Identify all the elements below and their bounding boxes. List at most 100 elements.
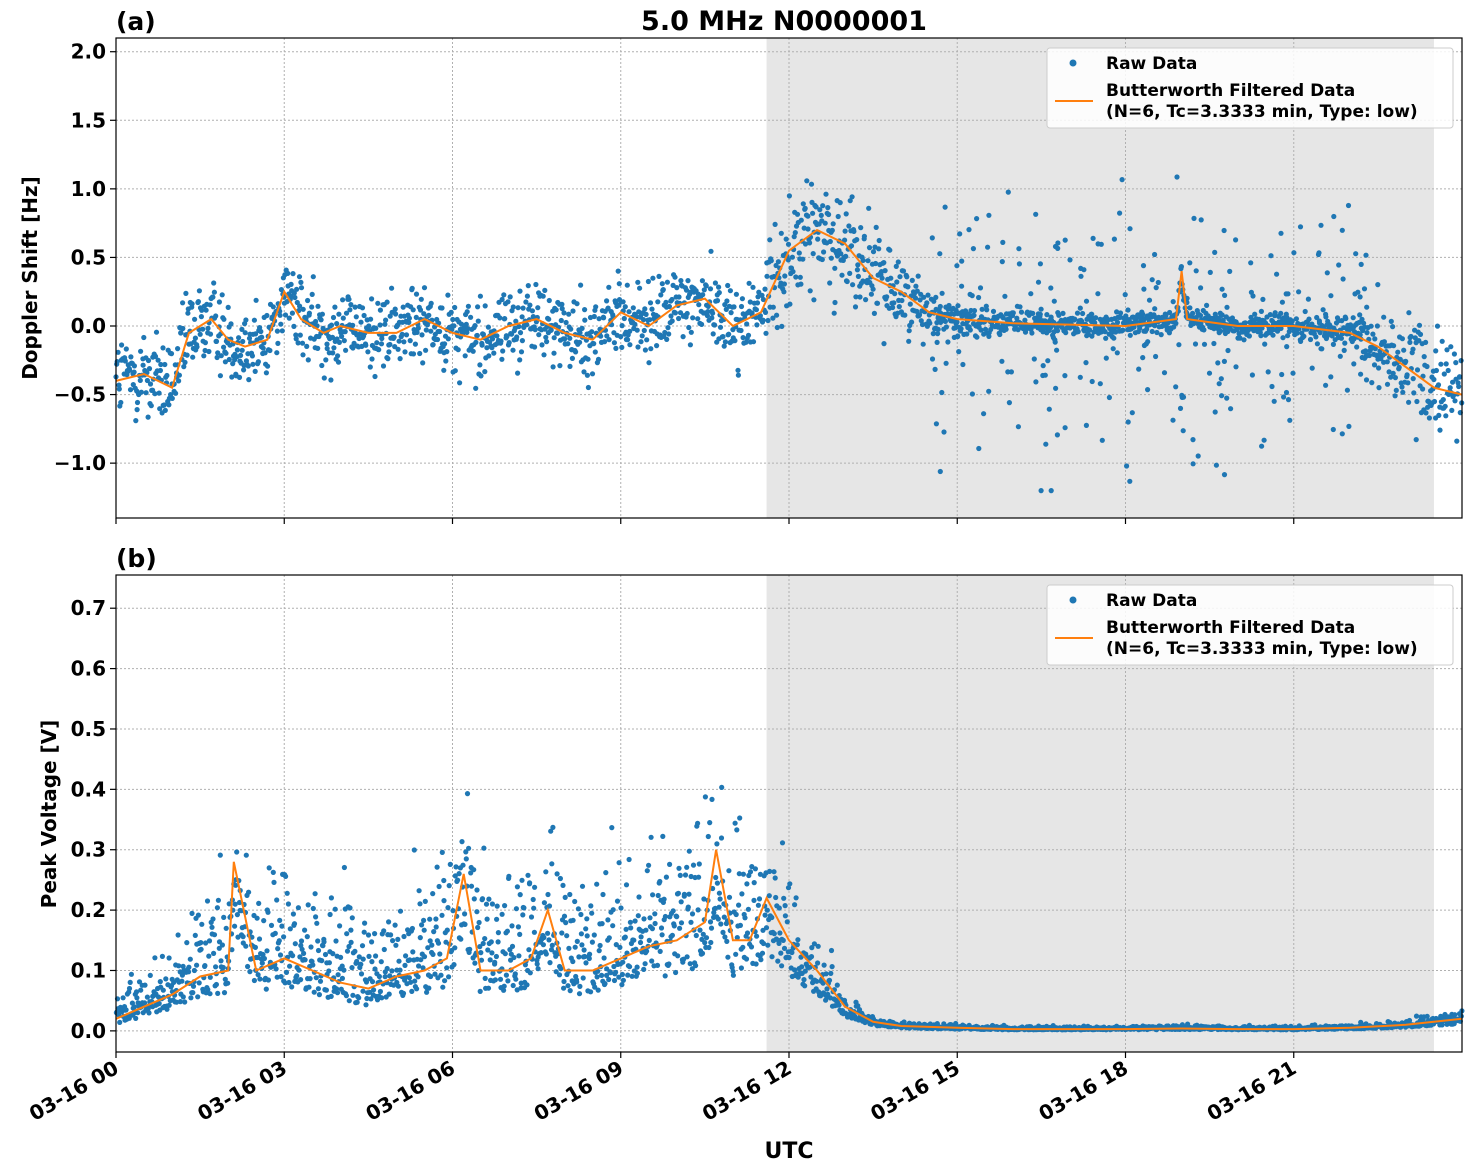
raw-data-point <box>1375 282 1381 288</box>
raw-data-point <box>853 294 859 300</box>
raw-data-point <box>430 951 436 958</box>
raw-data-point <box>257 325 263 331</box>
raw-data-point <box>785 885 792 891</box>
y-axis-label-b: Peak Voltage [V] <box>37 720 61 909</box>
panel-label-b: (b) <box>116 544 157 573</box>
raw-data-point <box>1259 443 1265 449</box>
raw-data-point <box>1328 293 1334 299</box>
raw-data-point <box>116 382 122 388</box>
raw-data-point <box>304 934 310 940</box>
raw-data-point <box>354 999 360 1005</box>
y-tick-label: 2.0 <box>71 40 106 64</box>
raw-data-point <box>584 933 590 939</box>
raw-data-point <box>689 966 695 972</box>
raw-data-point <box>626 856 632 863</box>
raw-data-point <box>1221 358 1227 364</box>
raw-data-point <box>283 969 290 976</box>
raw-data-point <box>321 375 327 381</box>
raw-data-point <box>619 323 625 329</box>
raw-data-point <box>648 346 654 352</box>
raw-data-point <box>349 915 355 921</box>
raw-data-point <box>808 181 815 187</box>
legend-b: Raw Data Butterworth Filtered Data (N=6,… <box>1046 584 1454 666</box>
raw-data-point <box>239 326 245 332</box>
raw-data-point <box>1369 344 1375 350</box>
raw-data-point <box>1153 285 1159 291</box>
raw-data-point <box>1033 379 1039 385</box>
raw-data-point <box>954 319 960 325</box>
raw-data-point <box>1438 361 1444 367</box>
raw-data-point <box>1314 341 1320 347</box>
raw-data-point <box>1062 425 1068 431</box>
raw-data-point <box>403 953 409 959</box>
raw-data-point <box>279 328 285 334</box>
raw-data-point <box>1037 261 1043 267</box>
raw-data-point <box>363 1002 369 1008</box>
raw-data-point <box>213 338 220 344</box>
raw-data-point <box>402 962 408 969</box>
raw-data-point <box>190 983 197 989</box>
raw-data-point <box>1213 462 1219 468</box>
raw-data-point <box>1055 240 1061 246</box>
raw-data-point <box>874 300 881 306</box>
raw-data-point <box>596 316 602 322</box>
raw-data-point <box>671 923 677 929</box>
raw-data-point <box>216 299 222 305</box>
raw-data-point <box>1215 360 1221 366</box>
raw-data-point <box>696 874 702 880</box>
raw-data-point <box>941 429 947 435</box>
raw-data-point <box>361 312 367 319</box>
raw-data-point <box>302 927 308 933</box>
raw-data-point <box>282 312 289 318</box>
raw-data-point <box>191 967 197 974</box>
raw-data-point <box>1008 369 1015 375</box>
raw-data-point <box>884 294 890 300</box>
raw-data-point <box>359 305 366 311</box>
raw-data-point <box>317 978 324 984</box>
raw-data-point <box>253 331 259 337</box>
raw-data-point <box>740 944 746 950</box>
raw-data-point <box>638 934 644 940</box>
raw-data-point <box>239 347 245 353</box>
raw-data-point <box>881 260 887 266</box>
raw-data-point <box>437 328 443 335</box>
raw-data-point <box>1083 360 1089 366</box>
raw-data-point <box>742 915 748 921</box>
raw-data-point <box>554 871 560 877</box>
raw-data-point <box>871 310 878 316</box>
raw-data-point <box>696 861 702 867</box>
raw-data-point <box>1083 298 1090 304</box>
raw-data-point <box>245 963 251 970</box>
raw-data-point <box>1089 311 1095 317</box>
raw-data-point <box>873 260 879 267</box>
y-tick-label: 1.0 <box>71 177 106 201</box>
raw-data-point <box>436 883 442 890</box>
raw-data-point <box>999 259 1005 265</box>
raw-data-point <box>707 919 714 925</box>
raw-data-point <box>1005 189 1011 195</box>
raw-data-point <box>726 894 733 900</box>
raw-data-point <box>1124 463 1130 469</box>
raw-data-point <box>675 890 682 896</box>
raw-data-point <box>332 304 338 310</box>
raw-data-point <box>1350 315 1356 321</box>
raw-data-point <box>206 953 212 959</box>
raw-data-point <box>1052 339 1058 345</box>
raw-data-point <box>1198 285 1204 291</box>
raw-data-point <box>815 236 821 242</box>
raw-data-point <box>285 270 291 276</box>
raw-data-point <box>390 938 396 944</box>
raw-data-point <box>686 891 692 897</box>
raw-data-point <box>1161 370 1168 376</box>
raw-data-point <box>1053 385 1059 391</box>
raw-data-point <box>722 339 729 345</box>
raw-data-point <box>1224 395 1230 401</box>
raw-data-point <box>448 309 454 315</box>
raw-data-point <box>329 334 336 340</box>
raw-data-point <box>892 291 898 297</box>
raw-data-point <box>147 381 154 387</box>
raw-data-point <box>1421 354 1427 360</box>
raw-data-point <box>145 414 151 420</box>
raw-data-point <box>582 307 588 313</box>
raw-data-point <box>842 237 848 243</box>
